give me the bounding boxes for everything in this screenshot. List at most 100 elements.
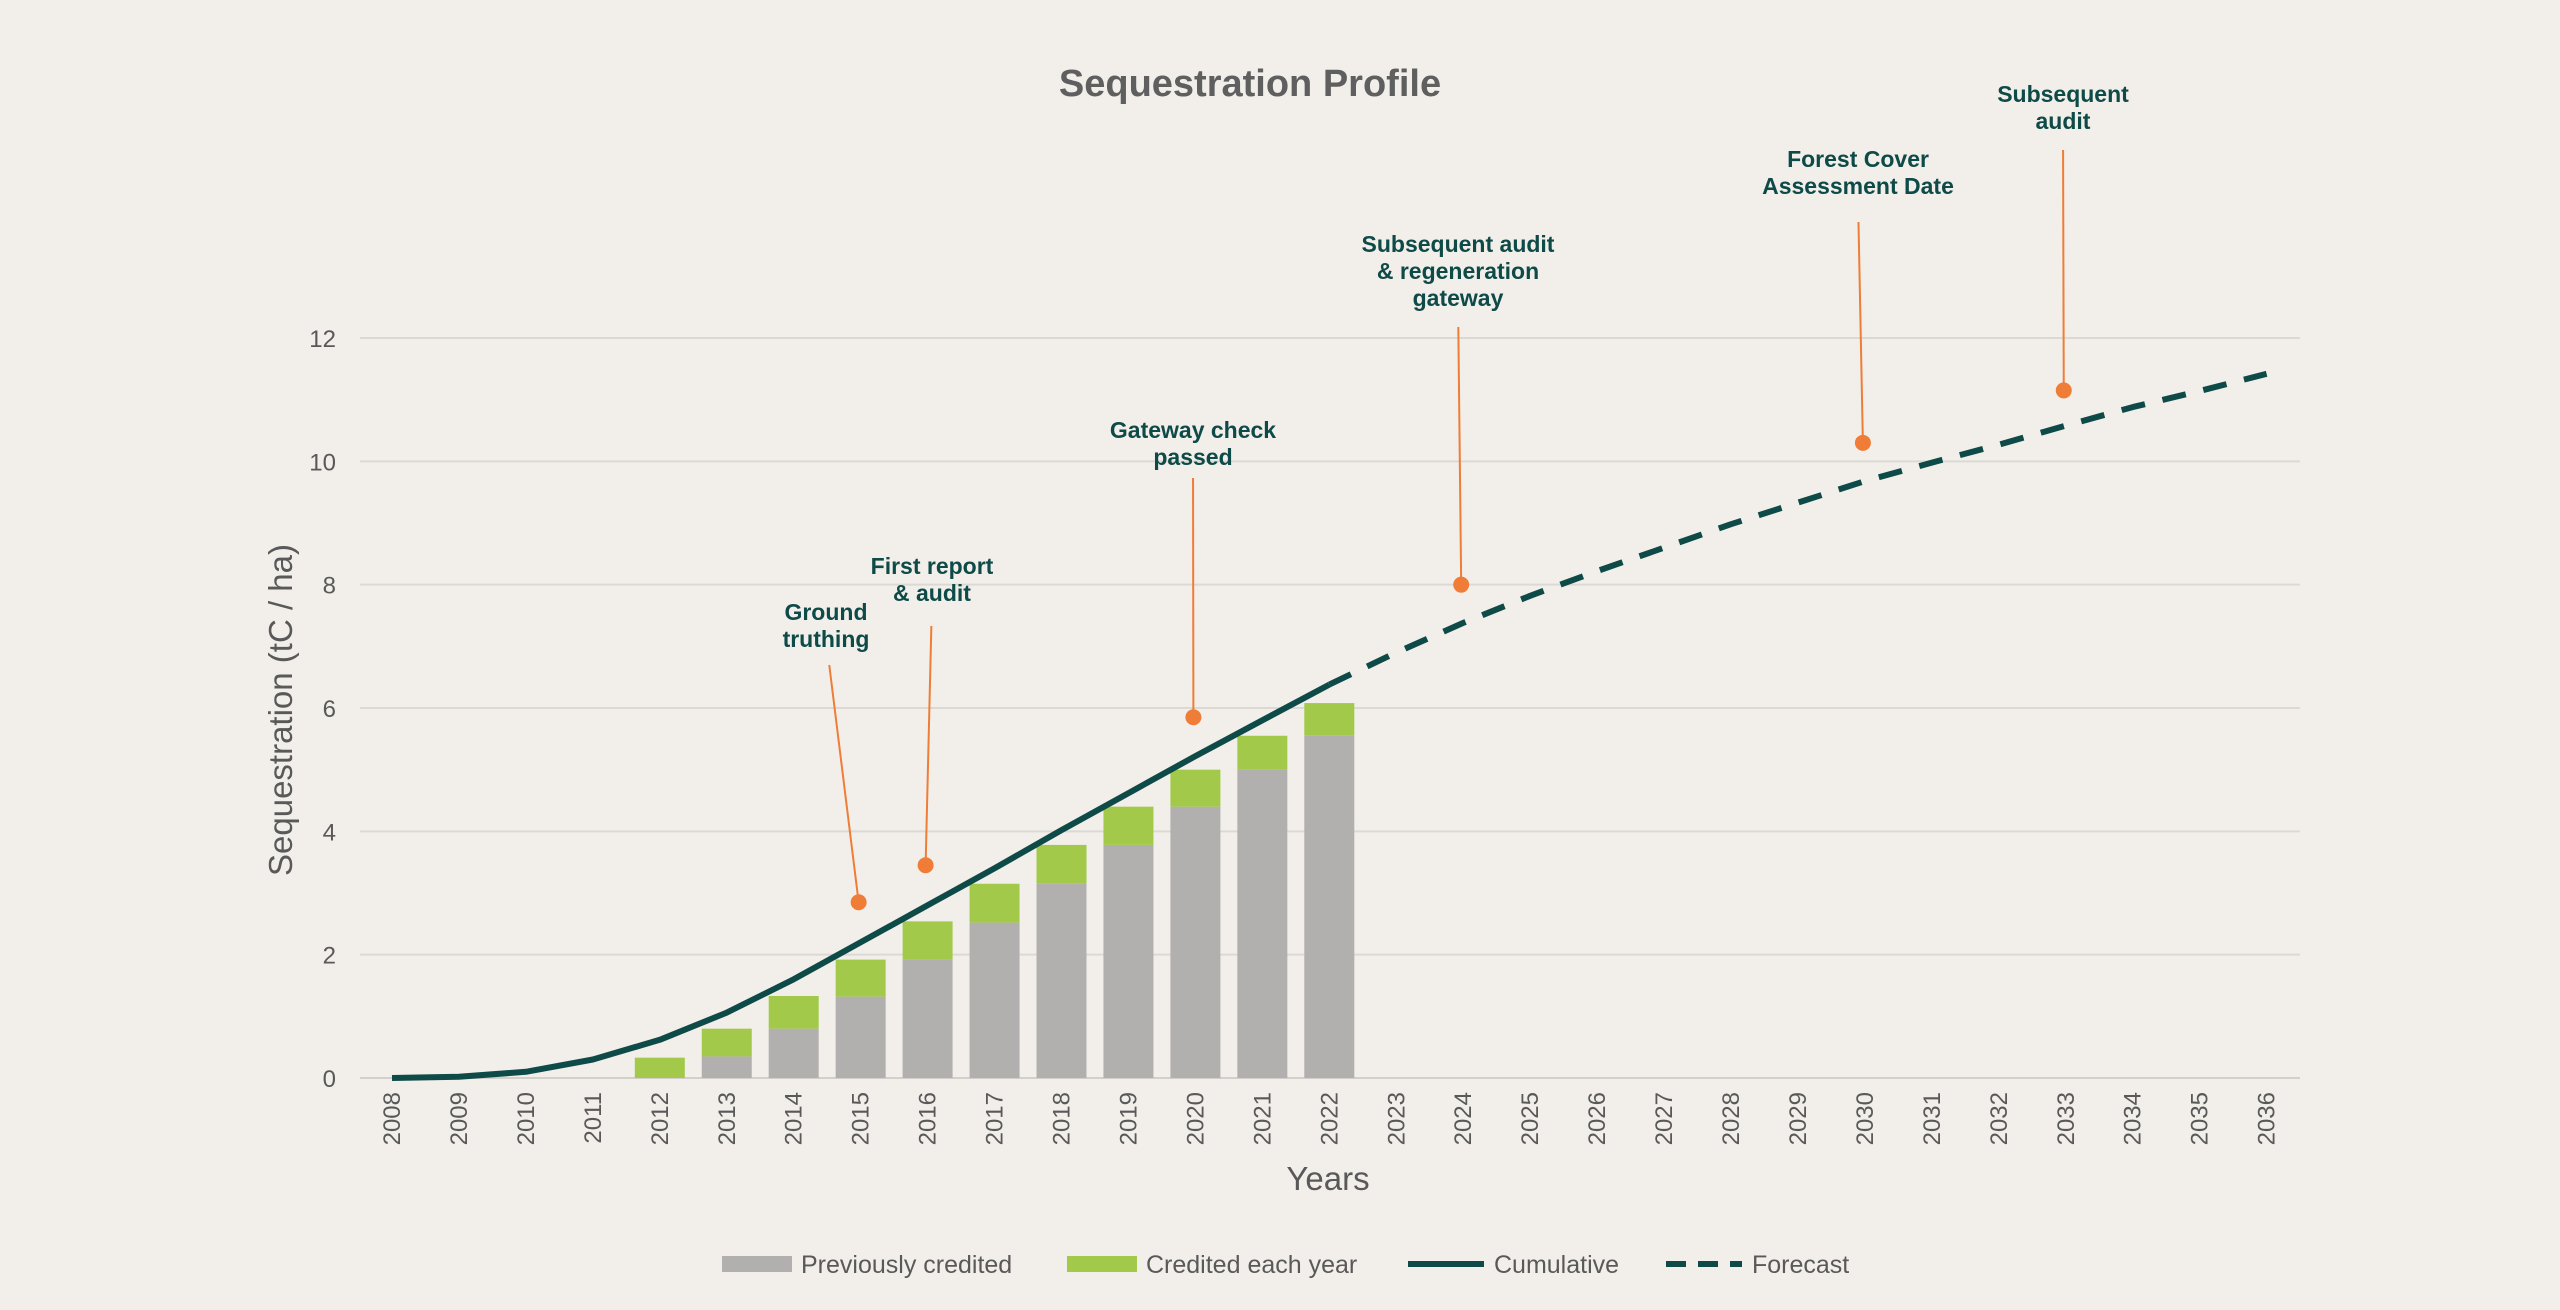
y-tick-label: 12 [309,326,336,353]
annotation-label-line: passed [1153,444,1232,470]
x-tick-label: 2027 [1651,1092,1678,1145]
x-tick-label: 2022 [1316,1092,1343,1145]
annotation-leader-line [828,664,860,903]
x-axis-ticks: 2008 2009 2010 2011 2012 2013 2014 2015 2016 2017… [379,1092,2281,1145]
annotation-marker [1185,709,1202,726]
annotation-label-line: gateway [1413,285,1504,311]
annotation-label: Subsequent audit [1997,81,2129,134]
x-tick-label: 2012 [647,1092,674,1145]
annotation-marker [1453,576,1470,593]
legend-label: Forecast [1752,1251,1849,1279]
bar-credited-each-year [701,1028,752,1057]
bar-previously-credited [768,1028,819,1078]
annotation-label: Forest Cover Assessment Date [1762,146,1954,199]
annotation-label-line: & audit [893,580,971,606]
x-tick-label: 2024 [1450,1092,1477,1145]
x-tick-label: 2032 [1986,1092,2013,1145]
x-tick-label: 2035 [2187,1092,2214,1145]
annotation-label-line: Ground [784,599,867,625]
annotation-marker [2055,382,2072,399]
annotation-leader-line [1457,326,1463,585]
x-tick-label: 2026 [1584,1092,1611,1145]
annotation-label: Subsequent audit & regeneration gateway [1362,231,1555,311]
chart-title: Sequestration Profile [1059,63,1441,105]
bar-credited-each-year [1237,735,1288,770]
x-tick-label: 2028 [1718,1092,1745,1145]
cumulative-line [391,681,1331,1081]
x-tick-label: 2016 [915,1092,942,1145]
x-tick-label: 2018 [1049,1092,1076,1145]
annotation-marker [917,857,934,874]
y-tick-label: 2 [323,943,336,970]
bar-credited-each-year [1170,769,1221,807]
annotation-label: First report & audit [871,553,994,606]
x-tick-label: 2023 [1383,1092,1410,1145]
forecast-line [1328,370,2268,688]
legend-label: Previously credited [801,1251,1012,1279]
x-tick-label: 2011 [580,1092,607,1144]
legend-label: Cumulative [1494,1251,1619,1279]
bar-previously-credited [1036,883,1087,1078]
annotation-label: Ground truthing [783,599,870,652]
annotation-label: Gateway check passed [1110,417,1276,470]
bar-credited-each-year [969,883,1020,923]
bar-previously-credited [1103,844,1154,1078]
legend-label: Credited each year [1146,1251,1357,1279]
x-tick-label: 2020 [1182,1092,1209,1145]
y-tick-label: 0 [323,1066,336,1093]
y-axis-ticks: 0 2 4 6 8 10 12 [309,326,336,1093]
bar-previously-credited [701,1056,752,1078]
line-series [391,370,2268,1081]
bar-credited-each-year [902,921,953,960]
legend-swatch-credited-each-year [1067,1256,1137,1272]
y-tick-label: 6 [323,696,336,723]
x-tick-label: 2009 [446,1092,473,1145]
annotation-leader-line [1857,221,1864,443]
annotation-leader-line [2062,149,2065,391]
x-tick-label: 2021 [1249,1092,1276,1145]
legend-item: Forecast [1666,1251,1849,1279]
annotation-marker [1854,434,1871,451]
legend-item: Credited each year [1067,1251,1357,1279]
annotation-label-line: truthing [783,626,870,652]
bar-credited-each-year [1036,844,1087,884]
y-tick-label: 8 [323,573,336,600]
x-tick-label: 2014 [781,1092,808,1145]
legend-swatch-previously-credited [722,1256,792,1272]
annotation-label-line: First report [871,553,994,579]
bar-previously-credited [835,996,886,1078]
x-tick-label: 2019 [1115,1092,1142,1145]
x-tick-label: 2031 [1919,1092,1946,1145]
bar-previously-credited [1304,735,1355,1078]
annotation-label-line: Forest Cover [1787,146,1929,172]
x-tick-label: 2033 [2053,1092,2080,1145]
bar-credited-each-year [1103,806,1154,845]
y-tick-label: 10 [309,449,336,476]
x-tick-label: 2017 [982,1092,1009,1145]
legend-item: Previously credited [722,1251,1012,1279]
annotation-label-line: Gateway check [1110,417,1276,443]
x-tick-label: 2029 [1785,1092,1812,1145]
x-tick-label: 2034 [2120,1092,2147,1145]
x-axis-title: Years [1286,1160,1369,1197]
legend-item: Cumulative [1408,1251,1619,1279]
y-tick-label: 4 [323,819,336,846]
annotation-label-line: Assessment Date [1762,173,1954,199]
x-tick-label: 2025 [1517,1092,1544,1145]
annotation-label-line: Subsequent audit [1362,231,1555,257]
bar-series [634,703,1355,1078]
bar-credited-each-year [634,1057,685,1078]
x-tick-label: 2015 [848,1092,875,1145]
y-axis-title: Sequestration (tC / ha) [262,544,299,876]
x-tick-label: 2010 [513,1092,540,1145]
bar-credited-each-year [835,959,886,997]
bar-previously-credited [969,922,1020,1078]
bar-previously-credited [1237,769,1288,1078]
annotation-label-line: Subsequent [1997,81,2129,107]
bar-previously-credited [1170,806,1221,1078]
x-tick-label: 2008 [379,1092,406,1145]
bar-previously-credited [902,959,953,1078]
x-tick-label: 2036 [2254,1092,2281,1145]
